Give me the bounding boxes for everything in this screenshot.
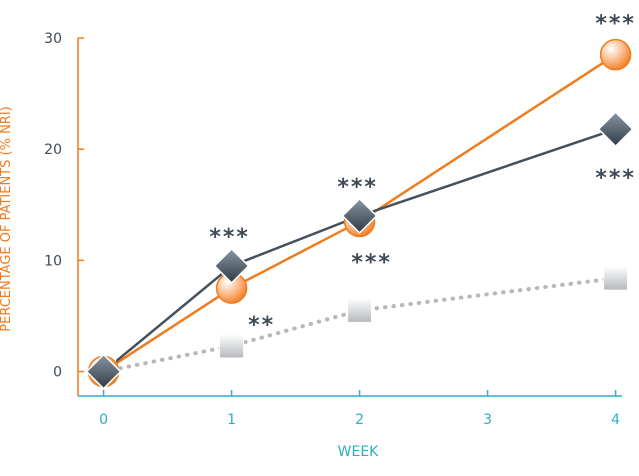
y-tick-label: 0 [53,365,62,381]
significance-label: *** [209,225,250,250]
data-point-diamond [341,197,378,234]
series-lines [101,53,618,374]
y-axis-title: PERCENTAGE OF PATIENTS (% NRI) [0,106,14,331]
series-line-diamond [102,127,617,373]
data-point-diamond [85,353,122,390]
data-point-diamond [597,111,634,148]
significance-labels: ************** *** [209,12,636,338]
axes [77,38,622,397]
ticks: 0 10 20 30 0 1 2 3 4 [44,31,620,428]
x-tick-label: 4 [611,412,620,428]
significance-label: *** [351,250,392,275]
data-point-square [603,265,629,291]
y-tick-label: 20 [44,142,62,158]
x-tick-label: 3 [483,412,492,428]
significance-label: ** [248,313,275,338]
data-point-circle [599,38,632,71]
y-tick-label: 10 [44,253,62,269]
significance-label: *** [337,175,378,200]
data-point-diamond [213,247,250,284]
y-tick-label: 30 [44,31,62,47]
significance-label: *** [595,12,636,37]
x-tick-label: 1 [227,412,236,428]
series-line-square [101,276,618,374]
significance-label: *** [595,166,636,191]
data-point-square [219,333,245,359]
x-tick-label: 0 [99,412,108,428]
series-markers [85,38,634,390]
data-point-square [347,297,373,323]
x-axis-title: WEEK [338,444,380,460]
x-tick-label: 2 [355,412,364,428]
series-line-circle [102,53,617,373]
